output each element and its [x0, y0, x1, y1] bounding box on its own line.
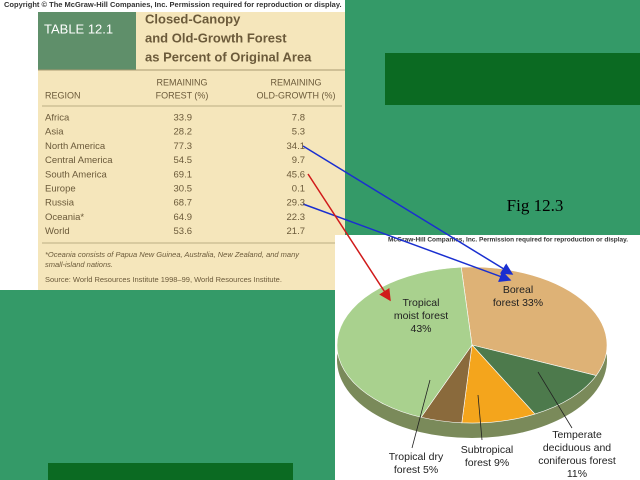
pie-label: moist forest — [394, 310, 448, 322]
arrow — [302, 203, 512, 283]
column-header: FOREST (%) — [156, 90, 209, 100]
category-label: deciduous and — [543, 442, 611, 454]
old-growth-value: 9.7 — [292, 155, 305, 166]
value-label: 11% — [567, 468, 587, 480]
region: North America — [45, 141, 106, 152]
pie-label: coniferous forest — [538, 455, 616, 467]
value-label: 9% — [494, 457, 509, 469]
old-growth-value: 22.3 — [287, 212, 306, 223]
arrow — [307, 173, 391, 302]
forest-value: 68.7 — [174, 198, 193, 209]
pie-label: forest 33% — [493, 297, 543, 309]
bottom-band — [48, 463, 293, 480]
column-header: OLD-GROWTH (%) — [257, 90, 336, 100]
forest-value: 54.5 — [174, 155, 193, 166]
region: Oceania* — [45, 212, 84, 223]
forest-value: 28.2 — [174, 127, 193, 138]
region: World — [45, 226, 70, 237]
forest-value: 64.9 — [174, 212, 193, 223]
region: Africa — [45, 113, 70, 124]
pie-slice — [471, 344, 597, 415]
column-header: REMAINING — [270, 77, 321, 87]
column-header: REMAINING — [156, 77, 207, 87]
callout — [477, 394, 483, 441]
old-growth-value: 34.1 — [287, 141, 306, 152]
forest-value: 69.1 — [174, 169, 193, 180]
category-label: Tropical — [403, 297, 440, 309]
category-label: coniferous forest — [538, 455, 616, 467]
forest-value: 33.9 — [174, 113, 193, 124]
pie-label: Temperate — [552, 429, 602, 441]
pie-slice — [460, 266, 608, 376]
old-growth-value: 7.8 — [292, 113, 305, 124]
old-growth-value: 29.3 — [287, 198, 306, 209]
footnote: small-island nations. — [45, 260, 113, 269]
category-label: forest — [394, 464, 420, 476]
pie-label: Subtropical — [461, 444, 514, 456]
old-growth-value: 45.6 — [287, 169, 306, 180]
pie-label: forest 9% — [465, 457, 509, 469]
callout — [411, 379, 431, 449]
value-label: 33% — [522, 297, 543, 309]
footnote: *Oceania consists of Papua New Guinea, A… — [45, 250, 300, 259]
forest-value: 30.5 — [174, 184, 193, 195]
old-growth-value: 0.1 — [292, 184, 305, 195]
region: Central America — [45, 155, 113, 166]
value-label: 43% — [410, 323, 431, 335]
table-badge — [38, 12, 136, 70]
forest-value: 77.3 — [174, 141, 193, 152]
pie — [336, 266, 608, 424]
table-number: TABLE 12.1 — [44, 21, 113, 36]
callouts — [411, 371, 573, 449]
region: South America — [45, 169, 107, 180]
category-label: Boreal — [503, 284, 533, 296]
pie-label: Tropical dry — [389, 451, 444, 463]
figure-label: Fig 12.3 — [507, 196, 564, 215]
category-label: Tropical dry — [389, 451, 444, 463]
region: Asia — [45, 127, 64, 138]
pie-label: deciduous and — [543, 442, 611, 454]
pie-slice — [336, 266, 473, 418]
region: Russia — [45, 198, 75, 209]
column-header: REGION — [45, 90, 81, 100]
pie-label: Tropical — [403, 297, 440, 309]
value-label: 5% — [423, 464, 438, 476]
table-title: and Old-Growth Forest — [145, 30, 287, 45]
category-label: forest — [493, 297, 519, 309]
region: Europe — [45, 184, 76, 195]
source: Source: World Resources Institute 1998–9… — [45, 275, 282, 284]
arrow — [302, 145, 514, 275]
category-label: moist forest — [394, 310, 448, 322]
category-label: Subtropical — [461, 444, 514, 456]
copyright: Copyright © The McGraw-Hill Companies, I… — [4, 0, 342, 9]
pie-label: Boreal — [503, 284, 533, 296]
old-growth-value: 5.3 — [292, 127, 305, 138]
table-title: Closed-Canopy — [145, 11, 241, 26]
pie-label: forest 5% — [394, 464, 438, 476]
table-title: as Percent of Original Area — [145, 49, 312, 64]
copyright: McGraw-Hill Companies, Inc. Permission r… — [388, 237, 628, 244]
category-label: forest — [465, 457, 491, 469]
callout — [537, 371, 573, 429]
forest-value: 53.6 — [174, 226, 193, 237]
dark-band — [385, 53, 640, 105]
category-label: Temperate — [552, 429, 602, 441]
old-growth-value: 21.7 — [287, 226, 306, 237]
